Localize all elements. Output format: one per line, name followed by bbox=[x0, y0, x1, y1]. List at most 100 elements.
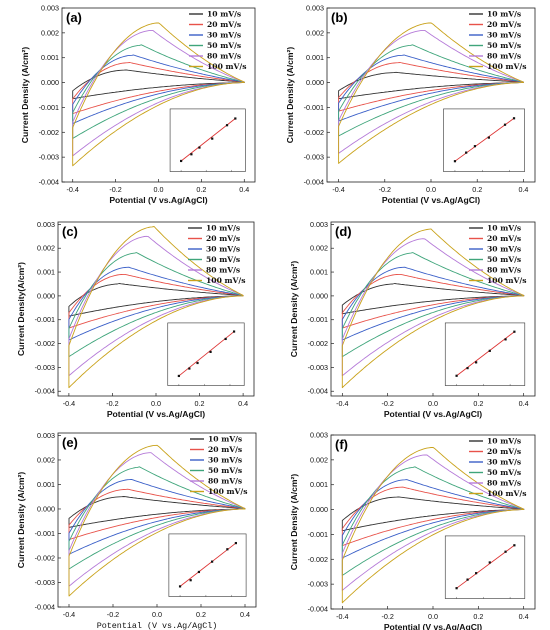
y-tick-label: -0.004 bbox=[35, 387, 55, 396]
inset-point bbox=[488, 561, 491, 564]
inset-point bbox=[211, 137, 214, 140]
y-tick-label: -0.002 bbox=[39, 128, 59, 137]
legend-entry: 20 mV/s bbox=[208, 445, 242, 454]
x-tick-label: -0.4 bbox=[332, 185, 344, 194]
x-tick-label: 0.4 bbox=[519, 612, 529, 621]
y-tick-label: -0.003 bbox=[308, 580, 328, 589]
legend-entry: 30 mV/s bbox=[487, 31, 521, 40]
cv-chart: -0.004 -0.003 -0.002 -0.001 0.000 0.001 0.002 0… bbox=[16, 220, 255, 419]
x-tick-label: 0.4 bbox=[239, 185, 249, 194]
legend-entry: 20 mV/s bbox=[487, 447, 521, 456]
x-axis-label: Potential (V vs.Ag/AgCl) bbox=[107, 409, 205, 419]
x-tick-label: -0.4 bbox=[336, 399, 348, 408]
legend-entry: 30 mV/s bbox=[487, 458, 521, 467]
legend-entry: 80 mV/s bbox=[487, 266, 521, 275]
y-tick-label: -0.004 bbox=[304, 178, 324, 187]
legend-entry: 50 mV/s bbox=[208, 466, 242, 475]
legend-entry: 50 mV/s bbox=[487, 255, 521, 264]
legend-entry: 100 mV/s bbox=[487, 276, 526, 285]
inset-point bbox=[211, 560, 214, 563]
panel-label: (c) bbox=[62, 224, 78, 239]
inset-point bbox=[234, 541, 237, 545]
y-tick-label: -0.002 bbox=[35, 339, 55, 348]
inset-point bbox=[475, 572, 478, 575]
y-tick-label: 0.001 bbox=[37, 268, 55, 277]
y-tick-label: -0.001 bbox=[308, 315, 328, 324]
legend-entry: 80 mV/s bbox=[208, 477, 242, 486]
inset-point bbox=[504, 550, 507, 553]
y-tick-label: 0.002 bbox=[37, 244, 55, 253]
legend-entry: 30 mV/s bbox=[487, 245, 521, 254]
legend-entry: 10 mV/s bbox=[207, 10, 241, 19]
legend-entry: 10 mV/s bbox=[206, 224, 240, 233]
cv-chart: -0.004 -0.003 -0.002 -0.001 0.000 0.001 0.002 0… bbox=[289, 431, 536, 630]
legend-entry: 10 mV/s bbox=[487, 224, 521, 233]
x-tick-label: -0.4 bbox=[67, 185, 79, 194]
y-axis-label: Current Density (A/cm²) bbox=[16, 472, 26, 569]
y-tick-label: -0.003 bbox=[35, 578, 55, 587]
y-tick-label: 0.001 bbox=[310, 268, 328, 277]
inset-point bbox=[180, 159, 183, 163]
legend-entry: 80 mV/s bbox=[207, 52, 241, 61]
inset-point bbox=[503, 123, 507, 126]
legend-entry: 50 mV/s bbox=[487, 41, 521, 50]
panel-a: -0.004 -0.003 -0.002 -0.001 0.000 0.001 0.002 0… bbox=[0, 0, 275, 210]
y-tick-label: -0.002 bbox=[35, 553, 55, 562]
y-tick-label: -0.004 bbox=[308, 387, 328, 396]
legend-entry: 30 mV/s bbox=[206, 245, 240, 254]
x-tick-label: 0.2 bbox=[196, 185, 206, 194]
panel-b: -0.004 -0.003 -0.002 -0.001 0.000 0.001 0.002 0… bbox=[275, 0, 550, 210]
y-tick-label: 0.001 bbox=[310, 480, 328, 489]
inset-point bbox=[196, 361, 199, 365]
x-tick-label: -0.2 bbox=[106, 399, 118, 408]
legend-entry: 80 mV/s bbox=[487, 52, 521, 61]
inset-point bbox=[465, 151, 468, 154]
x-tick-label: 0.2 bbox=[473, 399, 483, 408]
legend-entry: 50 mV/s bbox=[206, 255, 240, 264]
inset-point bbox=[188, 367, 191, 370]
cv-series-line bbox=[68, 283, 244, 317]
panel-e: -0.004 -0.003 -0.002 -0.001 0.000 0.001 0.002 0… bbox=[0, 420, 275, 630]
legend-entry: 80 mV/s bbox=[487, 479, 521, 488]
y-tick-label: 0.000 bbox=[41, 78, 59, 87]
y-tick-label: -0.003 bbox=[39, 153, 59, 162]
cv-chart: -0.004 -0.003 -0.002 -0.001 0.000 0.001 0.002 0… bbox=[285, 4, 536, 205]
legend-entry: 20 mV/s bbox=[207, 20, 241, 29]
y-tick-label: 0.003 bbox=[310, 431, 328, 440]
y-tick-label: 0.003 bbox=[310, 220, 328, 229]
inset-point bbox=[198, 146, 201, 149]
panel-label: (e) bbox=[62, 435, 78, 450]
x-tick-label: -0.4 bbox=[63, 399, 75, 408]
y-tick-label: 0.003 bbox=[37, 220, 55, 229]
panel-f: -0.004 -0.003 -0.002 -0.001 0.000 0.001 0.002 0… bbox=[275, 420, 550, 630]
inset-point bbox=[455, 587, 458, 590]
y-tick-label: -0.003 bbox=[304, 153, 324, 162]
y-tick-label: 0.001 bbox=[41, 53, 59, 62]
y-tick-label: 0.002 bbox=[310, 455, 328, 464]
inset-point bbox=[475, 361, 478, 364]
x-axis-label: Potential (V vs.Ag/AgCl) bbox=[109, 195, 207, 205]
y-tick-label: 0.002 bbox=[310, 244, 328, 253]
legend-entry: 100 mV/s bbox=[487, 489, 526, 498]
y-tick-label: 0.000 bbox=[306, 78, 324, 87]
legend-entry: 10 mV/s bbox=[487, 10, 521, 19]
legend-entry: 100 mV/s bbox=[487, 62, 526, 71]
legend-entry: 10 mV/s bbox=[487, 437, 521, 446]
panel-label: (d) bbox=[335, 224, 352, 239]
y-tick-label: -0.004 bbox=[39, 178, 59, 187]
x-tick-label: 0.4 bbox=[518, 185, 528, 194]
inset-point bbox=[487, 136, 490, 139]
y-axis-label: Current Density(A/cm²) bbox=[16, 262, 26, 356]
y-axis-label: Current Density (A/cm²) bbox=[289, 474, 299, 571]
inset-point bbox=[189, 579, 192, 582]
x-tick-label: 0.2 bbox=[195, 399, 205, 408]
y-tick-label: 0.002 bbox=[306, 28, 324, 37]
y-axis-label: Current Density (A/cm²) bbox=[285, 47, 295, 144]
y-tick-label: -0.003 bbox=[35, 363, 55, 372]
legend-entry: 30 mV/s bbox=[207, 31, 241, 40]
cv-series-line bbox=[341, 446, 525, 604]
inset-plot bbox=[169, 108, 246, 172]
y-axis-label: Current Density (A/cm²) bbox=[289, 261, 299, 358]
y-tick-label: -0.001 bbox=[304, 103, 324, 112]
legend-entry: 20 mV/s bbox=[487, 20, 521, 29]
